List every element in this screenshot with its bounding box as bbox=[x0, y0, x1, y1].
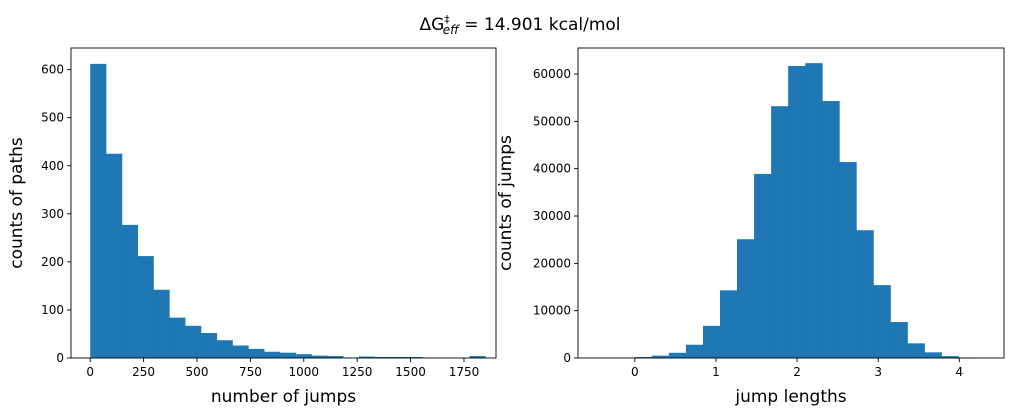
x-axis-label: jump lengths bbox=[734, 387, 846, 407]
x-tick-label: 4 bbox=[956, 365, 964, 379]
histogram-bar bbox=[216, 340, 233, 358]
x-tick-label: 750 bbox=[239, 365, 262, 379]
x-tick-label: 0 bbox=[86, 365, 94, 379]
axes-frame bbox=[70, 47, 497, 359]
histogram-bar bbox=[822, 101, 840, 358]
y-tick-label: 40000 bbox=[533, 162, 571, 176]
histogram-bar bbox=[185, 325, 202, 358]
histogram-bar bbox=[856, 230, 874, 358]
y-tick-label: 0 bbox=[563, 351, 571, 365]
histogram-bar bbox=[169, 317, 186, 358]
histogram-bar bbox=[153, 289, 170, 358]
histogram-bar bbox=[469, 356, 486, 358]
histogram-bar bbox=[248, 348, 265, 358]
histogram-bar bbox=[200, 333, 218, 358]
histogram-bar bbox=[374, 357, 391, 358]
y-tick-label: 20000 bbox=[533, 256, 571, 270]
histogram-bar bbox=[358, 356, 376, 358]
histogram-bar bbox=[685, 344, 704, 358]
histogram-bar bbox=[720, 290, 738, 358]
y-tick-label: 10000 bbox=[533, 304, 571, 318]
histogram-bar bbox=[771, 106, 789, 359]
x-tick-label: 1000 bbox=[289, 365, 320, 379]
histogram-bar bbox=[279, 352, 297, 358]
histogram-bar bbox=[106, 153, 123, 358]
x-tick-label: 1750 bbox=[449, 365, 480, 379]
y-tick-label: 60000 bbox=[533, 67, 571, 81]
x-tick-label: 1250 bbox=[342, 365, 373, 379]
histogram-bar bbox=[839, 162, 857, 358]
histogram-bar bbox=[651, 355, 670, 358]
x-tick-label: 1 bbox=[712, 365, 720, 379]
histogram-bar bbox=[634, 357, 653, 358]
histogram-bar bbox=[295, 354, 312, 358]
x-tick-label: 500 bbox=[186, 365, 209, 379]
axes-frame bbox=[577, 47, 1005, 359]
y-axis-label: counts of paths bbox=[7, 137, 27, 269]
histogram-bar bbox=[406, 357, 423, 358]
histogram-bar bbox=[327, 356, 344, 358]
histogram-bar bbox=[873, 285, 891, 358]
right-histogram-panel: 0 1 2 3 4 0 10000 20000 30000 40000 50000 60000 jump… bbox=[496, 47, 1005, 407]
left-histogram-panel: 0 250 500 750 1000 1250 1500 1750 0 100 200 300 400 5… bbox=[7, 47, 497, 407]
y-axis-label: counts of jumps bbox=[496, 135, 516, 271]
histogram-bar bbox=[890, 322, 908, 358]
y-tick-label: 300 bbox=[41, 207, 64, 221]
y-tick-label: 200 bbox=[41, 255, 64, 269]
histogram-bar bbox=[907, 343, 925, 358]
histogram-bar bbox=[137, 256, 154, 358]
x-axis-label: number of jumps bbox=[211, 387, 356, 407]
figure-title: ΔG‡ eff = 14.901 kcal/mol bbox=[419, 13, 620, 37]
histogram-bar bbox=[924, 352, 942, 358]
y-tick-label: 500 bbox=[41, 111, 64, 125]
histogram-bar bbox=[805, 63, 823, 359]
histogram-bar bbox=[90, 63, 107, 359]
x-tick-label: 250 bbox=[132, 365, 155, 379]
y-tick-label: 30000 bbox=[533, 209, 571, 223]
histogram-bar bbox=[121, 224, 139, 358]
histogram-bar bbox=[737, 239, 755, 358]
y-tick-label: 600 bbox=[41, 63, 64, 77]
y-tick-label: 100 bbox=[41, 303, 64, 317]
histogram-bar bbox=[941, 356, 959, 358]
x-tick-label: 2 bbox=[793, 365, 801, 379]
histogram-bar bbox=[668, 352, 687, 358]
y-tick-label: 400 bbox=[41, 159, 64, 173]
histogram-bar bbox=[264, 351, 281, 358]
y-tick-label: 50000 bbox=[533, 114, 571, 128]
histogram-bar bbox=[390, 357, 407, 358]
y-tick-label: 0 bbox=[56, 351, 64, 365]
histogram-bar bbox=[754, 173, 772, 358]
histogram-bar bbox=[788, 65, 806, 358]
histogram-bar bbox=[311, 355, 328, 358]
histogram-bar bbox=[232, 345, 249, 358]
histogram-bar bbox=[702, 325, 721, 358]
x-tick-label: 0 bbox=[631, 365, 639, 379]
x-tick-label: 1500 bbox=[395, 365, 426, 379]
x-tick-label: 3 bbox=[874, 365, 882, 379]
